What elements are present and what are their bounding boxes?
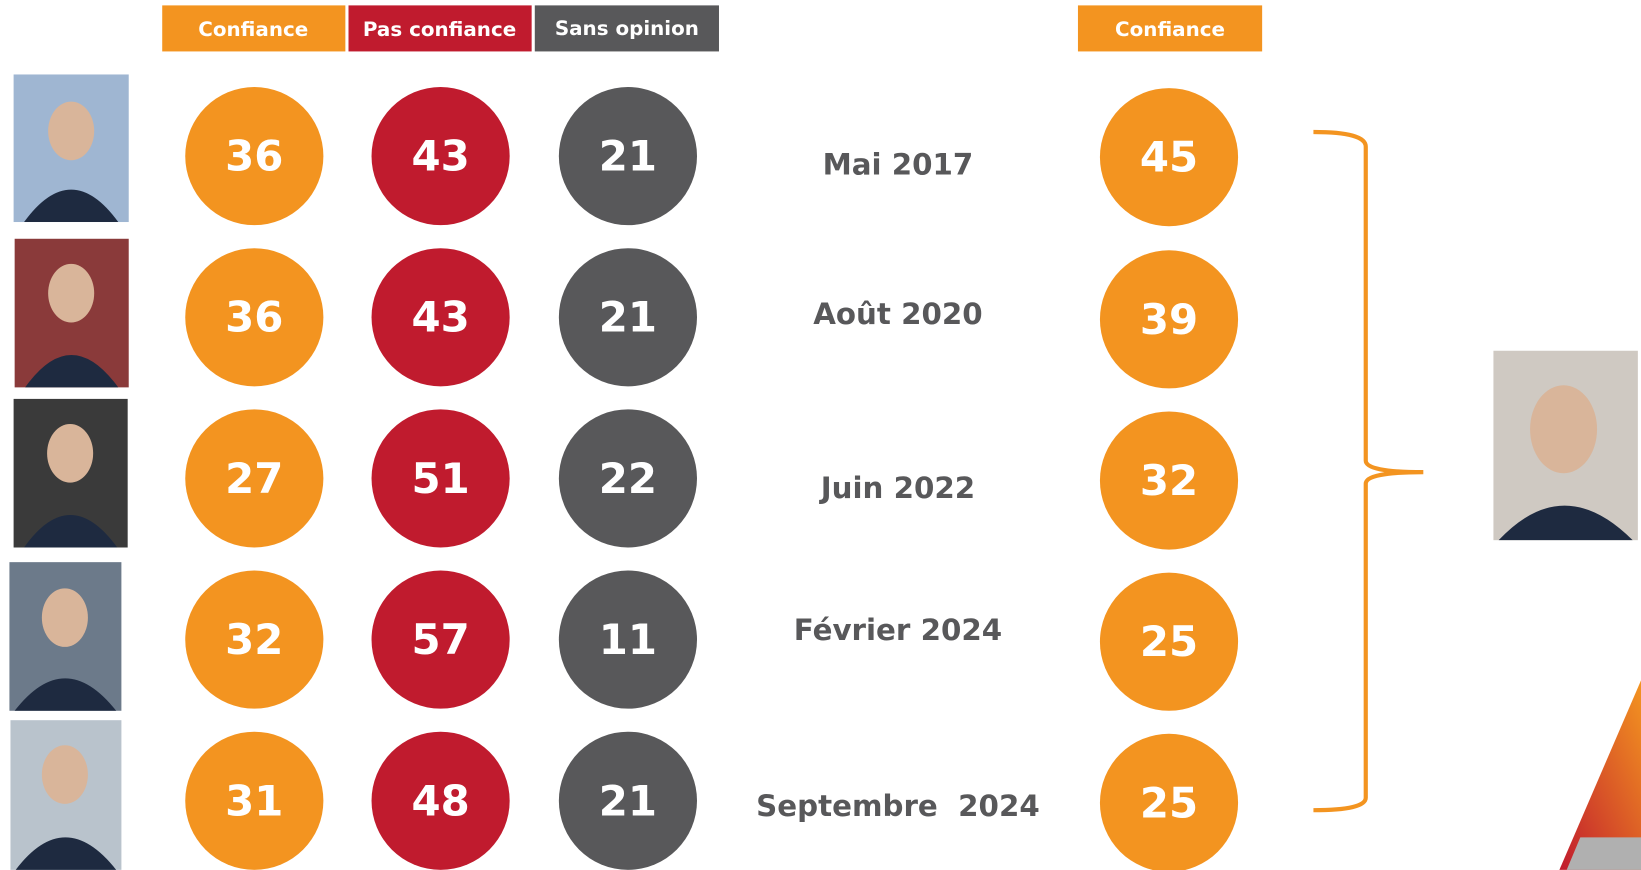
value-label: 21 xyxy=(599,132,657,181)
date-label: Août 2020 xyxy=(813,297,982,331)
value-label: 25 xyxy=(1140,617,1198,666)
date-label: Mai 2017 xyxy=(823,147,974,181)
value-label: 22 xyxy=(599,454,657,503)
header-text: Confiance xyxy=(1115,18,1225,41)
value-label: 57 xyxy=(411,615,469,664)
value-label: 27 xyxy=(225,454,283,503)
value-label: 32 xyxy=(1140,456,1198,505)
value-label: 36 xyxy=(225,132,283,181)
value-label: 36 xyxy=(225,293,283,342)
value-label: 45 xyxy=(1140,133,1198,182)
value-label: 32 xyxy=(225,615,283,664)
date-label: Septembre 2024 xyxy=(756,789,1040,823)
date-label: Juin 2022 xyxy=(819,471,975,505)
value-label: 25 xyxy=(1140,778,1198,827)
header-text: Confiance xyxy=(198,18,308,41)
bracket xyxy=(1313,132,1423,810)
infographic: Confiance Pas confiance Sans opinion Con… xyxy=(0,0,1641,870)
header-text: Sans opinion xyxy=(555,17,699,40)
page: Confiance Pas confiance Sans opinion Con… xyxy=(0,0,1641,870)
header-text: Pas confiance xyxy=(363,18,516,41)
value-label: 31 xyxy=(225,776,283,825)
value-label: 39 xyxy=(1140,295,1198,344)
date-label: Février 2024 xyxy=(794,613,1002,647)
value-label: 48 xyxy=(411,776,469,825)
value-label: 43 xyxy=(411,132,469,181)
value-label: 51 xyxy=(411,454,469,503)
value-label: 11 xyxy=(599,615,657,664)
value-label: 43 xyxy=(411,293,469,342)
value-label: 21 xyxy=(599,776,657,825)
value-label: 21 xyxy=(599,293,657,342)
